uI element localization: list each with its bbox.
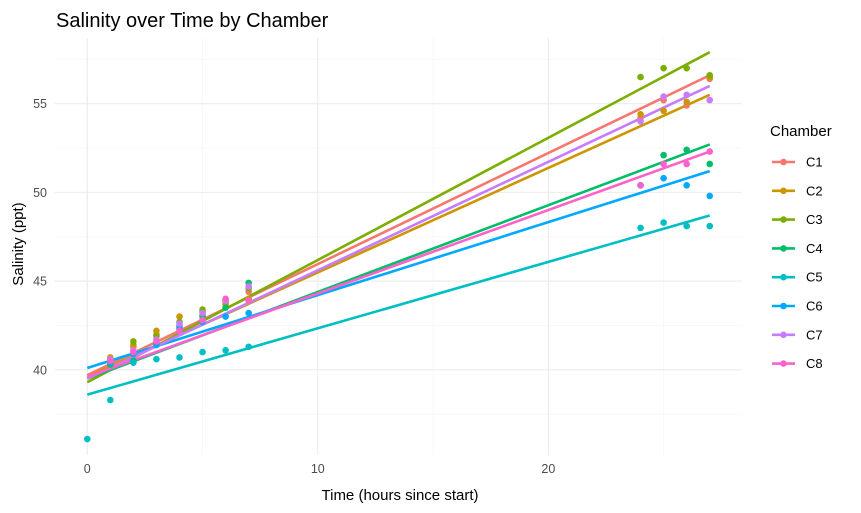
- data-point-c7: [199, 309, 206, 317]
- data-point-c7: [660, 93, 667, 100]
- trend-line-c3: [86, 51, 711, 384]
- data-point-c8: [706, 148, 714, 155]
- data-point-c5: [107, 396, 114, 404]
- legend: Chamber C1 C2 C3 C4 C5 C6 C7 C8: [770, 123, 832, 371]
- legend-key-point: [780, 216, 787, 223]
- legend-key-point: [780, 273, 787, 281]
- y-tick-label: 45: [33, 275, 47, 289]
- data-point-c7: [706, 96, 714, 104]
- legend-key-point: [780, 158, 787, 166]
- data-point-c6: [222, 313, 229, 320]
- data-point-c2: [637, 111, 644, 118]
- data-point-c8: [130, 348, 137, 356]
- data-point-c6: [706, 192, 714, 200]
- data-point-c8: [660, 160, 667, 168]
- legend-item-c8: C8: [772, 356, 823, 371]
- data-point-c3: [130, 338, 137, 345]
- legend-item-c5: C5: [772, 270, 823, 285]
- data-point-c4: [660, 151, 667, 159]
- data-point-c8: [153, 338, 160, 345]
- legend-item-c1: C1: [772, 155, 823, 170]
- trend-line-c1: [86, 74, 711, 377]
- data-point-c4: [706, 160, 714, 168]
- grid: [55, 38, 742, 455]
- data-point-c8: [107, 357, 114, 365]
- data-point-c6: [660, 174, 667, 182]
- legend-item-c7: C7: [772, 327, 823, 342]
- data-point-c5: [637, 224, 644, 232]
- x-axis-ticks: 0 10 20: [84, 462, 556, 476]
- legend-key-point: [780, 187, 787, 195]
- legend-key-point: [780, 331, 787, 339]
- data-point-c4: [683, 146, 690, 154]
- data-point-c8: [222, 295, 229, 303]
- y-tick-label: 40: [33, 363, 47, 377]
- legend-item-c6: C6: [772, 299, 823, 314]
- data-point-c4: [222, 304, 229, 312]
- trend-line-c7: [86, 84, 711, 380]
- data-point-c2: [176, 313, 183, 320]
- x-axis-title: Time (hours since start): [322, 487, 479, 504]
- data-point-c8: [199, 316, 206, 324]
- legend-label: C3: [806, 212, 823, 227]
- legend-item-c4: C4: [772, 241, 823, 256]
- x-tick-label: 0: [84, 462, 91, 476]
- data-point-c5: [222, 347, 229, 354]
- trend-lines: [86, 51, 711, 396]
- data-point-c3: [637, 73, 644, 81]
- data-point-c6: [245, 309, 252, 317]
- legend-label: C6: [806, 299, 823, 314]
- data-point-c8: [637, 181, 644, 189]
- data-point-c5: [660, 219, 667, 226]
- data-point-c7: [637, 118, 644, 125]
- legend-label: C4: [806, 241, 823, 256]
- legend-label: C7: [806, 327, 823, 342]
- legend-label: C1: [806, 155, 823, 170]
- data-point-c7: [683, 91, 690, 99]
- legend-item-c3: C3: [772, 212, 823, 227]
- data-point-c5: [706, 222, 714, 230]
- data-point-c5: [130, 359, 137, 367]
- data-point-c5: [176, 354, 183, 361]
- legend-key-point: [780, 245, 787, 252]
- data-point-c7: [245, 283, 252, 290]
- trend-line-c6: [86, 169, 711, 370]
- data-point-c8: [683, 160, 690, 168]
- data-point-c5: [83, 435, 91, 443]
- legend-label: C2: [806, 183, 823, 198]
- legend-title: Chamber: [770, 123, 832, 140]
- data-point-c5: [153, 355, 160, 363]
- data-point-c5: [199, 348, 206, 356]
- legend-label: C8: [806, 356, 823, 371]
- data-point-c3: [660, 64, 667, 72]
- data-point-c2: [153, 327, 160, 335]
- y-axis-ticks: 40 45 50 55: [33, 97, 47, 377]
- data-point-c2: [660, 107, 667, 115]
- data-point-c8: [245, 297, 252, 304]
- x-tick-label: 20: [541, 462, 555, 476]
- data-point-c5: [245, 343, 252, 351]
- x-tick-label: 10: [311, 462, 325, 476]
- data-point-c3: [706, 71, 714, 79]
- data-point-c5: [683, 222, 690, 230]
- legend-items: C1 C2 C3 C4 C5 C6 C7 C8: [772, 155, 823, 371]
- legend-label: C5: [806, 270, 823, 285]
- y-axis-title: Salinity (ppt): [10, 202, 27, 285]
- data-point-c7: [176, 320, 183, 327]
- legend-item-c2: C2: [772, 183, 823, 198]
- data-point-c6: [683, 181, 690, 189]
- y-tick-label: 50: [33, 186, 47, 200]
- data-points: [83, 64, 714, 443]
- legend-key-point: [780, 302, 787, 310]
- data-point-c2: [683, 98, 690, 106]
- data-point-c8: [176, 327, 183, 335]
- trend-line-c5: [86, 214, 711, 396]
- chart-title: Salinity over Time by Chamber: [56, 10, 329, 32]
- legend-key-point: [780, 360, 787, 367]
- trend-line-c8: [86, 150, 711, 379]
- data-point-c3: [683, 64, 690, 72]
- y-tick-label: 55: [33, 97, 47, 111]
